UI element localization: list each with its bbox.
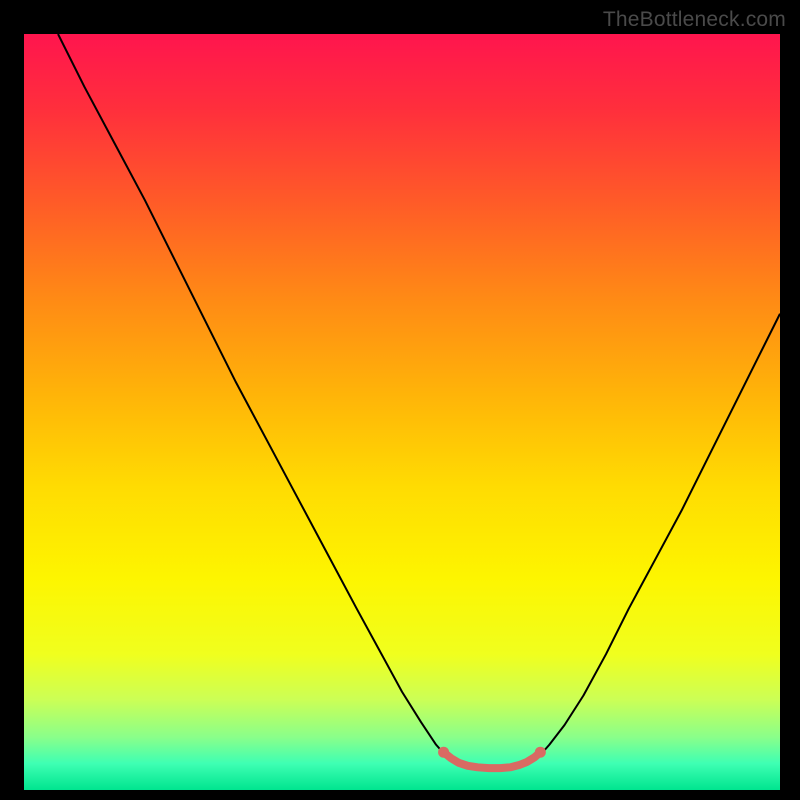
chart-stage: TheBottleneck.com	[0, 0, 800, 800]
watermark-text: TheBottleneck.com	[603, 8, 786, 32]
plot-frame	[24, 34, 780, 790]
bottleneck-curve	[58, 34, 780, 769]
highlight-endpoint	[438, 747, 449, 758]
plot-svg	[24, 34, 780, 790]
highlight-segment	[444, 752, 541, 768]
highlight-endpoint	[535, 747, 546, 758]
